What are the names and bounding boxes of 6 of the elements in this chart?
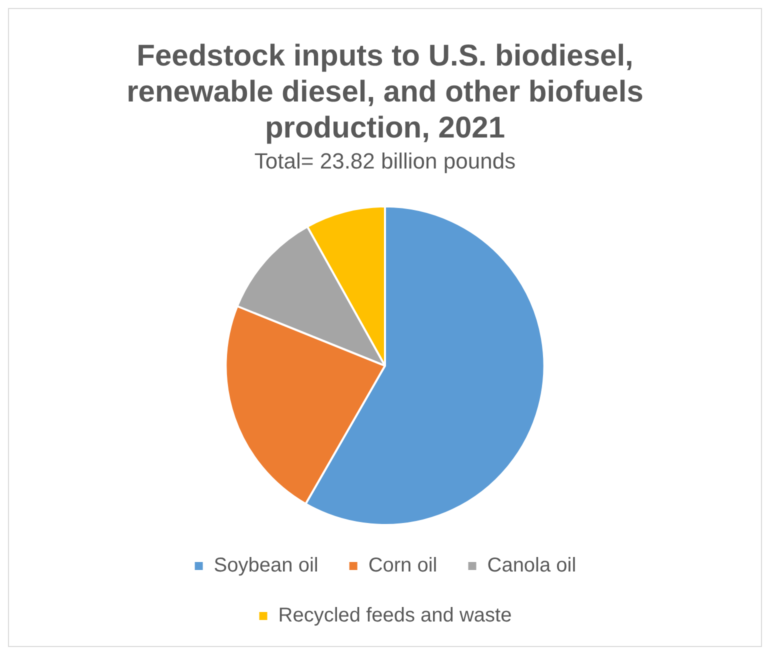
chart-title: Feedstock inputs to U.S. biodiesel, renewable diesel, and other biofuels production, 2021 — [126, 39, 644, 144]
legend-label: Canola oil — [487, 554, 576, 577]
chart-subtitle: Total= 23.82 billion pounds — [254, 148, 516, 174]
legend-label: Recycled feeds and waste — [278, 604, 512, 627]
legend-label: Soybean oil — [214, 554, 318, 577]
legend-label: Corn oil — [368, 554, 438, 577]
